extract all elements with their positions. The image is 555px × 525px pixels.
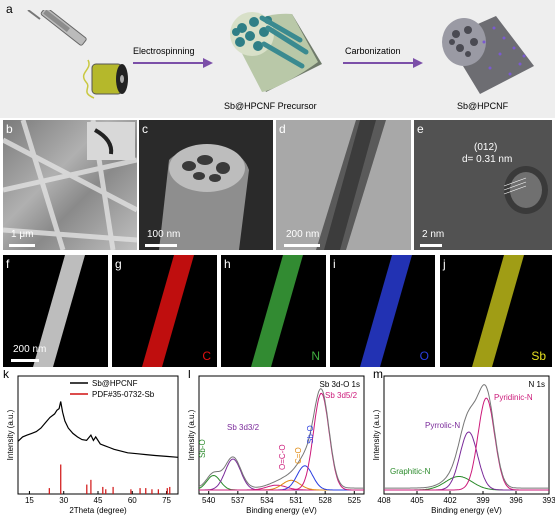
y-axis-label: Intensity (a.u.) bbox=[372, 409, 381, 460]
x-tick-label: 408 bbox=[377, 496, 391, 505]
panel-label-h: h bbox=[224, 257, 231, 271]
element-label-sb: Sb bbox=[531, 349, 546, 363]
scale-bar-c bbox=[145, 244, 177, 247]
xrd-series-line bbox=[17, 401, 179, 458]
syringe-illustration bbox=[27, 10, 128, 99]
peak-annotation: Sb 3d3/2 bbox=[227, 423, 260, 432]
process-arrow-2 bbox=[343, 58, 423, 68]
xrd-chart-svg: 15 30 45 60 75 2Theta (degree) Intensity (a.u.… bbox=[3, 370, 179, 515]
xps-n1s-chart-svg: 408 405 402 399 396 393 Binding energy (eV) Int… bbox=[372, 370, 555, 515]
x-tick-label: 402 bbox=[443, 496, 457, 505]
peak-annotation: Sb 3d5/2 bbox=[325, 391, 358, 400]
scale-text-d: 200 nm bbox=[286, 229, 320, 240]
fit-peak bbox=[199, 392, 364, 491]
tem-image-d: d 200 nm bbox=[276, 120, 411, 250]
haadf-image-f: f 200 nm bbox=[3, 255, 108, 367]
scale-bar-e bbox=[420, 244, 442, 247]
x-axis-label: 2Theta (degree) bbox=[69, 506, 127, 515]
panel-label-j: j bbox=[443, 257, 446, 271]
peak-annotation: O=C-O bbox=[278, 444, 287, 470]
xps-chart-m: 408 405 402 399 396 393 Binding energy (eV) Int… bbox=[370, 370, 555, 525]
xps-title: N 1s bbox=[529, 380, 545, 389]
panel-label-c: c bbox=[142, 122, 148, 136]
x-tick-label: 534 bbox=[260, 496, 274, 505]
envelope-line bbox=[384, 384, 549, 489]
hpcnf-fiber-illustration bbox=[442, 16, 534, 94]
hrtem-image-e: e (012) d= 0.31 nm 2 nm bbox=[414, 120, 552, 250]
panel-label-i: i bbox=[333, 257, 336, 271]
panel-label-f: f bbox=[6, 257, 10, 271]
precursor-fiber-illustration bbox=[230, 12, 322, 92]
fit-peak bbox=[384, 431, 549, 491]
process-arrow-1 bbox=[133, 58, 213, 68]
scale-text-c: 100 nm bbox=[147, 229, 181, 240]
panel-label: m bbox=[373, 370, 383, 381]
peak-annotation: Pyrrolic-N bbox=[425, 421, 460, 430]
xrd-chart-k: 15 30 45 60 75 2Theta (degree) Intensity (a.u.… bbox=[0, 370, 185, 525]
element-label-c: C bbox=[202, 349, 211, 363]
scale-bar-d bbox=[284, 244, 320, 247]
caption-hpcnf: Sb@HPCNF bbox=[457, 101, 509, 111]
x-tick-label: 15 bbox=[25, 496, 34, 505]
sem-image-b: b 1 μm bbox=[3, 120, 137, 250]
lattice-spacing-label: d= 0.31 nm bbox=[462, 154, 513, 165]
x-tick-label: 393 bbox=[542, 496, 555, 505]
peak-annotation: Sb-O bbox=[198, 439, 207, 458]
x-tick-label: 75 bbox=[162, 496, 171, 505]
scale-bar-b bbox=[9, 244, 35, 247]
scale-text-b: 1 μm bbox=[11, 229, 34, 240]
panel-label-g: g bbox=[115, 257, 122, 271]
caption-precursor: Sb@HPCNF Precursor bbox=[224, 101, 317, 111]
x-tick-label: 540 bbox=[202, 496, 216, 505]
panel-label-d: d bbox=[279, 122, 286, 136]
peak-annotation: C=O bbox=[294, 447, 303, 464]
x-tick-label: 396 bbox=[509, 496, 523, 505]
x-tick-label: 531 bbox=[289, 496, 303, 505]
scale-bar-f bbox=[11, 359, 39, 362]
scale-text-f: 200 nm bbox=[13, 344, 47, 355]
eds-map-n: h N bbox=[221, 255, 326, 367]
eds-map-o: i O bbox=[330, 255, 435, 367]
x-axis-label: Binding energy (eV) bbox=[431, 506, 502, 515]
panel-label-b: b bbox=[6, 122, 13, 136]
x-tick-label: 45 bbox=[94, 496, 103, 505]
peak-annotation: Sb-O bbox=[306, 425, 315, 444]
panel-label-e: e bbox=[417, 122, 424, 136]
eds-map-sb: j Sb bbox=[440, 255, 552, 367]
x-tick-label: 525 bbox=[348, 496, 362, 505]
arrow-label-electrospinning: Electrospinning bbox=[133, 46, 195, 56]
fit-peak bbox=[384, 397, 549, 491]
peak-annotation: Graphitic-N bbox=[390, 467, 431, 476]
xps-title: Sb 3d-O 1s bbox=[320, 380, 360, 389]
element-label-n: N bbox=[311, 349, 320, 363]
peak-annotation: Pyridinic-N bbox=[494, 393, 533, 402]
panel-label-a: a bbox=[6, 2, 13, 16]
schematic-panel-a: a Electrospinning Sb@HPCNF Precursor Car… bbox=[0, 0, 555, 118]
y-axis-label: Intensity (a.u.) bbox=[187, 409, 196, 460]
y-axis-label: Intensity (a.u.) bbox=[6, 409, 15, 460]
eds-map-c: g C bbox=[112, 255, 217, 367]
arrow-label-carbonization: Carbonization bbox=[345, 46, 401, 56]
legend-label: PDF#35-0732-Sb bbox=[92, 390, 155, 399]
plot-frame bbox=[198, 375, 365, 495]
scale-text-e: 2 nm bbox=[422, 229, 445, 240]
xps-sb3d-chart-svg: 540 537 534 531 528 525 Binding energy (eV) Int… bbox=[187, 370, 365, 515]
x-tick-label: 528 bbox=[318, 496, 332, 505]
x-tick-label: 405 bbox=[410, 496, 424, 505]
x-tick-label: 60 bbox=[128, 496, 137, 505]
plot-frame bbox=[383, 375, 550, 495]
xps-chart-l: 540 537 534 531 528 525 Binding energy (eV) Int… bbox=[185, 370, 370, 525]
panel-label: l bbox=[188, 370, 191, 381]
lattice-plane-label: (012) bbox=[474, 142, 498, 153]
x-tick-label: 30 bbox=[59, 496, 68, 505]
sem-image-c: c 100 nm bbox=[139, 120, 273, 250]
element-label-o: O bbox=[419, 349, 429, 363]
legend-label: Sb@HPCNF bbox=[92, 379, 138, 388]
envelope-line bbox=[198, 387, 364, 489]
x-tick-label: 399 bbox=[476, 496, 490, 505]
x-tick-label: 537 bbox=[231, 496, 245, 505]
panel-label: k bbox=[3, 370, 10, 381]
x-axis-label: Binding energy (eV) bbox=[246, 506, 317, 515]
